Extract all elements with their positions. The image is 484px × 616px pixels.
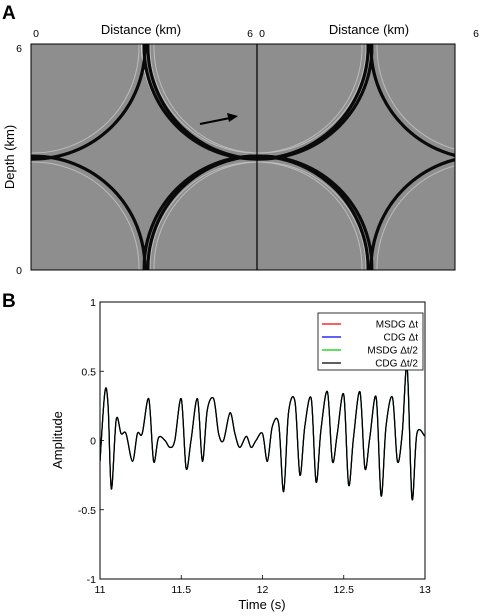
panel-a-letter: A	[2, 3, 16, 24]
arrow-annotation	[199, 113, 238, 125]
y-tick-label: -1	[87, 574, 96, 586]
distance-tick-6-right: 6	[473, 28, 479, 40]
distance-tick-0-left: 0	[33, 28, 39, 40]
x-axis-label: Time (s)	[238, 597, 285, 612]
amplitude-chart: -1 -0.5 0 0.5 1 11 11.5 12 12.5 13 Amplitude Tim…	[50, 297, 431, 612]
x-tick-label: 11	[95, 584, 106, 596]
x-tick-label: 11.5	[171, 584, 191, 596]
legend-label: CDG Δt	[384, 333, 419, 344]
x-tick-label: 12	[257, 584, 269, 596]
distance-tick-6-left: 6	[247, 28, 253, 40]
distance-tick-0-right: 0	[259, 28, 265, 40]
y-tick-label: 1	[90, 297, 96, 309]
legend-label: MSDG Δt/2	[367, 346, 418, 357]
wavefield-image	[30, 43, 456, 271]
y-tick-label: -0.5	[78, 505, 96, 517]
legend-label: CDG Δt/2	[375, 359, 418, 370]
legend-label: MSDG Δt	[376, 320, 418, 331]
depth-tick-top: 6	[16, 43, 22, 55]
distance-axis-label-right: Distance (km)	[329, 22, 409, 37]
legend: MSDG Δt CDG Δt MSDG Δt/2 CDG Δt/2	[317, 312, 424, 371]
depth-axis-label: Depth (km)	[2, 125, 17, 189]
panel-b-letter: B	[2, 291, 16, 312]
y-tick-label: 0.5	[81, 366, 96, 378]
y-axis-label: Amplitude	[50, 411, 65, 469]
y-tick-label: 0	[90, 436, 96, 448]
x-tick-label: 12.5	[334, 584, 355, 596]
legend-box	[317, 312, 424, 371]
distance-axis-label-left: Distance (km)	[101, 22, 181, 37]
series-line-4	[100, 365, 425, 501]
depth-tick-bottom: 0	[16, 265, 22, 277]
x-tick-label: 13	[419, 584, 431, 596]
